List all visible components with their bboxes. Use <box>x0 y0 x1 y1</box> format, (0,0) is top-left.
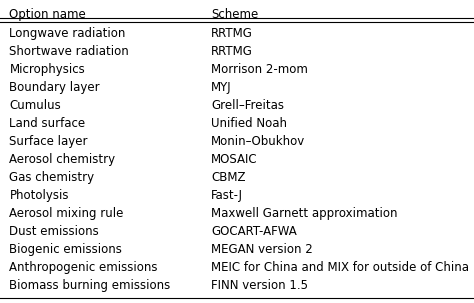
Text: Microphysics: Microphysics <box>9 63 85 76</box>
Text: MYJ: MYJ <box>211 81 232 94</box>
Text: Biogenic emissions: Biogenic emissions <box>9 243 122 256</box>
Text: FINN version 1.5: FINN version 1.5 <box>211 279 308 292</box>
Text: RRTMG: RRTMG <box>211 27 253 40</box>
Text: Cumulus: Cumulus <box>9 99 61 112</box>
Text: Grell–Freitas: Grell–Freitas <box>211 99 284 112</box>
Text: Maxwell Garnett approximation: Maxwell Garnett approximation <box>211 207 397 220</box>
Text: Monin–Obukhov: Monin–Obukhov <box>211 135 305 148</box>
Text: RRTMG: RRTMG <box>211 45 253 58</box>
Text: Longwave radiation: Longwave radiation <box>9 27 126 40</box>
Text: MEGAN version 2: MEGAN version 2 <box>211 243 313 256</box>
Text: Unified Noah: Unified Noah <box>211 117 287 130</box>
Text: CBMZ: CBMZ <box>211 171 246 184</box>
Text: MEIC for China and MIX for outside of China: MEIC for China and MIX for outside of Ch… <box>211 261 469 274</box>
Text: Option name: Option name <box>9 8 86 21</box>
Text: Shortwave radiation: Shortwave radiation <box>9 45 129 58</box>
Text: Surface layer: Surface layer <box>9 135 88 148</box>
Text: Dust emissions: Dust emissions <box>9 225 99 238</box>
Text: GOCART-AFWA: GOCART-AFWA <box>211 225 297 238</box>
Text: Aerosol mixing rule: Aerosol mixing rule <box>9 207 124 220</box>
Text: Gas chemistry: Gas chemistry <box>9 171 95 184</box>
Text: MOSAIC: MOSAIC <box>211 153 257 166</box>
Text: Morrison 2-mom: Morrison 2-mom <box>211 63 308 76</box>
Text: Anthropogenic emissions: Anthropogenic emissions <box>9 261 158 274</box>
Text: Photolysis: Photolysis <box>9 189 69 202</box>
Text: Land surface: Land surface <box>9 117 86 130</box>
Text: Boundary layer: Boundary layer <box>9 81 100 94</box>
Text: Biomass burning emissions: Biomass burning emissions <box>9 279 171 292</box>
Text: Fast-J: Fast-J <box>211 189 243 202</box>
Text: Aerosol chemistry: Aerosol chemistry <box>9 153 116 166</box>
Text: Scheme: Scheme <box>211 8 258 21</box>
